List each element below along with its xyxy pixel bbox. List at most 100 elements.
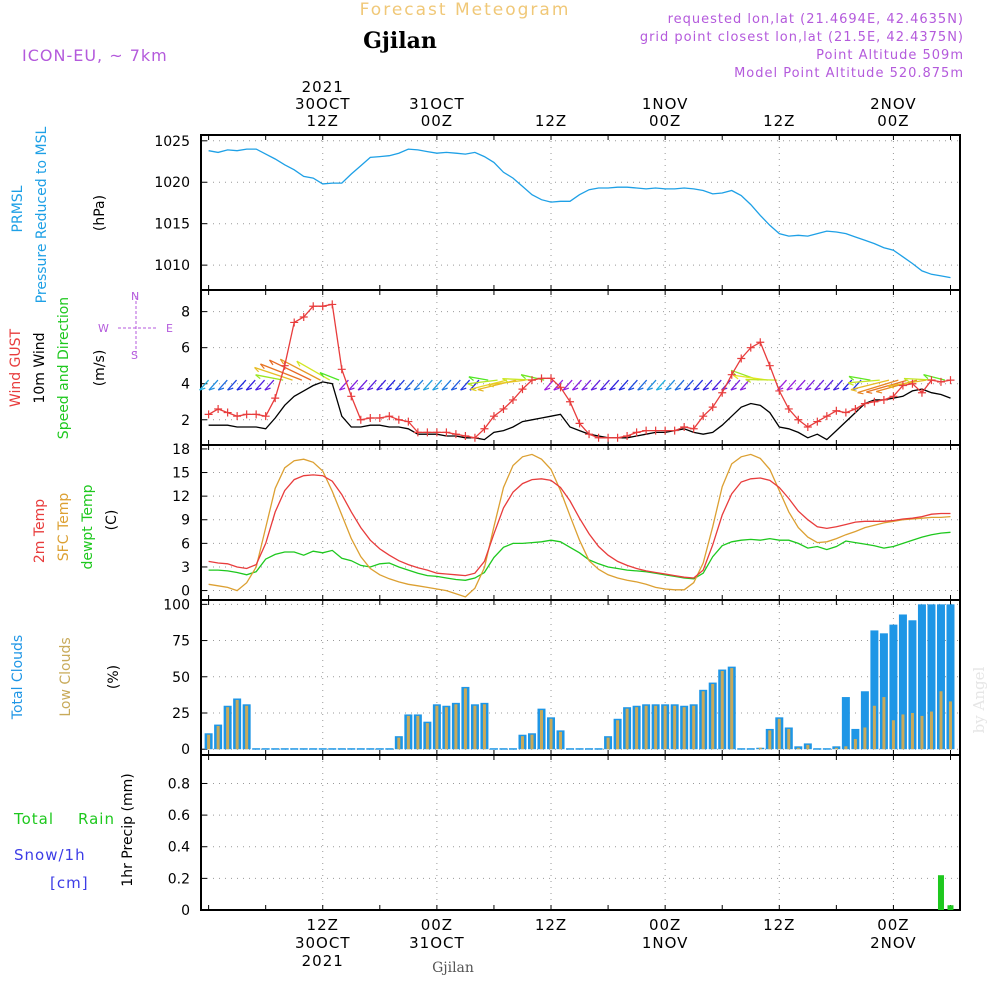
wind-barb-head [487,384,495,388]
wind-barb-head [866,391,873,394]
gust-marker [917,388,926,397]
low-cloud-bar [235,699,239,750]
precip-unit: 1hr Precip (mm) [120,773,136,886]
wind-barb-head [805,387,812,391]
clouds-label-low: Low Clouds [58,637,74,716]
top-time-label: 12Z [763,112,795,130]
low-cloud-bar [245,705,249,750]
wind-barb-head [857,392,864,395]
low-cloud-bar [226,707,230,750]
wind-barb-head [477,388,484,392]
wind-barb [255,379,266,391]
wind-barb [711,379,722,391]
low-cloud-bar [416,715,420,750]
compass-rose: W E N S [98,290,173,362]
total-cloud-bar [499,748,508,750]
gust-marker [290,318,299,327]
y-tick-label: 25 [172,706,190,722]
total-cloud-bar [290,748,299,750]
top-time-label: 31OCT [409,95,465,113]
wind-barb-head [413,387,420,391]
pressure-line [208,148,951,279]
sfc-temp-line [208,453,951,598]
wind-barb [832,379,843,391]
wind-barb-head [702,387,709,391]
low-cloud-bar [682,707,686,750]
chart-title: Forecast Meteogram [360,0,571,20]
gust-marker [594,433,603,442]
clouds-panel: 0 25 50 75 100 [163,597,961,758]
total-cloud-bar [813,748,822,750]
gust-marker [689,424,698,433]
low-cloud-bar [673,705,677,750]
gust-marker [851,404,860,413]
low-cloud-bar [549,718,553,750]
wind-barb [422,379,433,391]
pressure-label-2: Pressure Reduced to MSL [34,126,50,303]
low-cloud-bar [444,707,448,750]
gust-marker [242,410,251,419]
wind-barb-head [279,358,285,365]
wind-barb-head [656,387,663,391]
wind-barb-head [847,382,854,386]
precip-label-total: Total [13,810,54,828]
y-tick-label: 1020 [154,175,190,191]
wind-barb [199,379,210,391]
wind-barb [348,379,359,391]
wind-barb-head [637,387,644,391]
low-cloud-bar [939,691,943,750]
total-cloud-bar [746,748,755,750]
wind-barb-head [730,387,737,391]
wind-barb [254,366,293,381]
gust-marker [566,397,575,406]
gust-marker [794,415,803,424]
bottom-time-label: 00Z [649,916,681,934]
wind-barb-head [712,387,719,391]
y-tick-label: 0 [181,584,190,600]
low-cloud-bar [948,701,952,750]
y-tick-label: 15 [172,466,190,482]
low-cloud-bar [463,688,467,750]
gust-marker [699,412,708,421]
wind-barb [683,379,694,391]
wind-barb-head [833,387,840,391]
wind-barb [245,379,256,391]
gust-marker [623,431,632,440]
bottom-time-label: 1NOV [642,934,689,952]
wind-barb-head [296,360,301,367]
bottom-time-label: 12Z [763,916,795,934]
wind-barb [338,379,349,391]
wind-barb [544,379,554,391]
wind-barb [739,379,750,391]
y-tick-label: 2 [181,413,190,429]
wind-barb-head [740,387,747,391]
gust-marker [423,428,432,437]
wind-barb-head [628,387,635,391]
low-cloud-bar [929,711,933,750]
wind-barb-head [850,389,857,392]
y-tick-label: 0 [181,903,190,919]
gust-marker [889,392,898,401]
gust-marker [661,426,670,435]
low-cloud-bar [530,734,534,750]
wind-unit: (m/s) [92,350,108,387]
temp-unit: (C) [104,510,120,531]
total-cloud-bar [261,748,270,750]
gust-marker [214,404,223,413]
total-cloud-bar [946,604,955,750]
y-tick-label: 12 [172,489,190,505]
point-altitude: Point Altitude 509m [816,48,964,63]
wind-barb-head [227,387,234,391]
wind-barb [562,379,573,391]
top-time-label: 1NOV [642,95,689,113]
wind-barb [850,379,890,391]
low-cloud-bar [397,737,401,750]
gust-marker [927,376,936,385]
wind-label-speeddir: Speed and Direction [56,297,72,439]
wind-barb [590,379,601,391]
wind-barb-head [255,374,261,380]
total-cloud-bar [879,633,888,750]
wind-barb-head [590,387,597,391]
wind-barb [745,378,778,381]
